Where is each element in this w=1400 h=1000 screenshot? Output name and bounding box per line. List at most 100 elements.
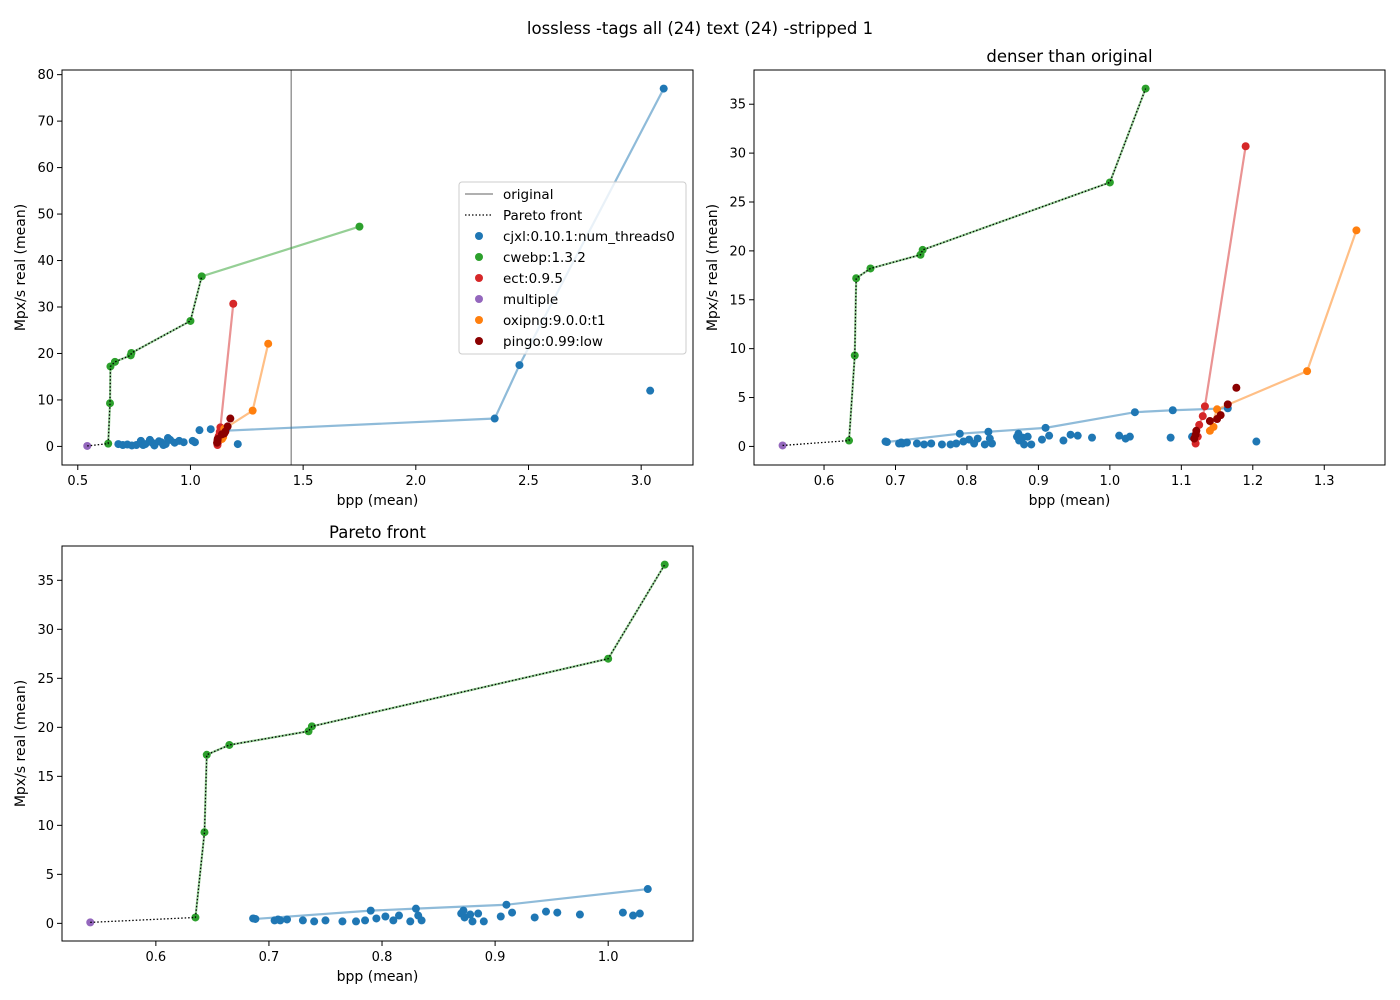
- data-point-cjxl-0-10-1-num-threads0: [952, 439, 961, 448]
- x-axis-label: bpp (mean): [337, 493, 419, 509]
- data-point-cwebp-1-3-2: [225, 740, 234, 749]
- x-tick-label: 0.6: [146, 950, 167, 965]
- x-tick-label: 1.3: [1314, 474, 1335, 489]
- data-point-cjxl-0-10-1-num-threads0: [474, 909, 483, 918]
- x-tick-label: 1.1: [1171, 474, 1192, 489]
- y-tick-label: 15: [729, 293, 746, 308]
- y-tick-label: 10: [729, 342, 746, 357]
- x-axis-label: bpp (mean): [337, 969, 419, 985]
- y-tick-label: 0: [738, 440, 746, 455]
- legend-swatch-oxipng-9-0-0-t1: [475, 316, 483, 324]
- data-point-cjxl-0-10-1-num-threads0: [1066, 430, 1075, 439]
- y-tick-label: 35: [729, 98, 746, 113]
- y-axis-label: Mpx/s real (mean): [13, 204, 29, 331]
- x-tick-label: 2.5: [518, 474, 539, 489]
- legend-label: pingo:0.99:low: [503, 334, 603, 350]
- data-point-cjxl-0-10-1-num-threads0: [406, 917, 415, 926]
- data-point-cjxl-0-10-1-num-threads0: [206, 425, 215, 434]
- x-tick-label: 0.7: [885, 474, 906, 489]
- data-point-cjxl-0-10-1-num-threads0: [1130, 408, 1139, 417]
- data-point-cjxl-0-10-1-num-threads0: [987, 439, 996, 448]
- data-point-cjxl-0-10-1-num-threads0: [283, 915, 292, 924]
- y-tick-label: 15: [37, 770, 54, 785]
- y-axis-label: Mpx/s real (mean): [13, 680, 29, 807]
- axes-frame: [61, 545, 694, 942]
- data-point-oxipng-9-0-0-t1: [264, 339, 273, 348]
- x-tick-label: 1.2: [1242, 474, 1263, 489]
- data-point-oxipng-9-0-0-t1: [1213, 405, 1222, 414]
- legend-label: Pareto front: [503, 208, 582, 224]
- data-point-ect-0-9-5: [229, 299, 238, 308]
- y-tick-label: 30: [37, 301, 54, 316]
- x-tick-label: 0.5: [67, 474, 88, 489]
- legend-label: multiple: [503, 292, 558, 308]
- data-point-cjxl-0-10-1-num-threads0: [233, 440, 242, 449]
- data-point-cjxl-0-10-1-num-threads0: [643, 885, 652, 894]
- data-point-cjxl-0-10-1-num-threads0: [1020, 440, 1029, 449]
- data-point-cjxl-0-10-1-num-threads0: [882, 438, 891, 447]
- y-tick-label: 5: [738, 391, 746, 406]
- x-tick-label: 1.0: [598, 950, 619, 965]
- series-line-cjxl-0-10-1-num-threads0: [255, 887, 648, 921]
- data-point-cjxl-0-10-1-num-threads0: [479, 917, 488, 926]
- data-point-pingo-0-99-low: [223, 422, 232, 431]
- data-point-cjxl-0-10-1-num-threads0: [553, 908, 562, 917]
- data-point-cjxl-0-10-1-num-threads0: [321, 916, 330, 925]
- data-point-cjxl-0-10-1-num-threads0: [394, 911, 403, 920]
- x-tick-label: 0.8: [957, 474, 978, 489]
- data-point-cjxl-0-10-1-num-threads0: [496, 912, 505, 921]
- data-point-cjxl-0-10-1-num-threads0: [659, 84, 668, 93]
- data-point-cwebp-1-3-2: [355, 222, 364, 231]
- data-point-cjxl-0-10-1-num-threads0: [502, 900, 511, 909]
- data-point-pingo-0-99-low: [1192, 426, 1201, 435]
- axes-frame: [61, 69, 694, 466]
- data-point-pingo-0-99-low: [226, 414, 235, 423]
- x-tick-label: 1.0: [1100, 474, 1121, 489]
- data-point-cwebp-1-3-2: [660, 560, 669, 569]
- data-point-cjxl-0-10-1-num-threads0: [984, 427, 993, 436]
- y-tick-label: 60: [37, 161, 54, 176]
- data-point-cjxl-0-10-1-num-threads0: [618, 908, 627, 917]
- data-point-cjxl-0-10-1-num-threads0: [298, 916, 307, 925]
- data-point-cjxl-0-10-1-num-threads0: [276, 916, 285, 925]
- data-point-cjxl-0-10-1-num-threads0: [1168, 406, 1177, 415]
- data-point-cjxl-0-10-1-num-threads0: [1023, 432, 1032, 441]
- data-point-cwebp-1-3-2: [197, 272, 206, 281]
- plot-area: [778, 84, 1361, 450]
- data-point-cjxl-0-10-1-num-threads0: [1059, 436, 1068, 445]
- y-tick-label: 20: [37, 721, 54, 736]
- data-point-cjxl-0-10-1-num-threads0: [955, 429, 964, 438]
- pareto-front-line: [90, 564, 666, 924]
- series-line-cwebp-1-3-2: [194, 564, 666, 918]
- x-tick-label: 2.0: [405, 474, 426, 489]
- data-point-cjxl-0-10-1-num-threads0: [190, 438, 199, 447]
- x-tick-label: 0.7: [259, 950, 280, 965]
- data-point-cjxl-0-10-1-num-threads0: [417, 916, 426, 925]
- data-point-cwebp-1-3-2: [918, 245, 927, 254]
- y-tick-label: 25: [729, 195, 746, 210]
- plot-pareto: 0.6 0.7 0.8 0.9 1.0 0 5 10 15 20 25 30 35 bpp (mean) M…: [13, 523, 694, 985]
- data-point-cjxl-0-10-1-num-threads0: [1041, 423, 1050, 432]
- data-point-cwebp-1-3-2: [852, 274, 861, 283]
- axes-frame: [753, 69, 1386, 466]
- data-point-cjxl-0-10-1-num-threads0: [1037, 435, 1046, 444]
- plot-denser: 0.6 0.7 0.8 0.9 1.0 1.1 1.2 1.3 0 5 10 15 20 25 30 35 bp…: [705, 47, 1386, 509]
- data-point-ect-0-9-5: [1200, 402, 1209, 411]
- data-point-cjxl-0-10-1-num-threads0: [575, 910, 584, 919]
- plot-area: [83, 70, 668, 465]
- x-tick-label: 3.0: [631, 474, 652, 489]
- data-point-cjxl-0-10-1-num-threads0: [179, 438, 188, 447]
- data-point-cjxl-0-10-1-num-threads0: [411, 904, 420, 913]
- data-point-cjxl-0-10-1-num-threads0: [1166, 433, 1175, 442]
- y-tick-label: 10: [37, 819, 54, 834]
- data-point-cjxl-0-10-1-num-threads0: [468, 917, 477, 926]
- data-point-cjxl-0-10-1-num-threads0: [466, 910, 475, 919]
- data-point-pingo-0-99-low: [1216, 411, 1225, 420]
- data-point-cjxl-0-10-1-num-threads0: [635, 909, 644, 918]
- data-point-oxipng-9-0-0-t1: [1352, 226, 1361, 235]
- data-point-cjxl-0-10-1-num-threads0: [912, 439, 921, 448]
- y-tick-label: 30: [37, 623, 54, 638]
- data-point-cjxl-0-10-1-num-threads0: [508, 908, 517, 917]
- data-point-cjxl-0-10-1-num-threads0: [361, 916, 370, 925]
- data-point-pingo-0-99-low: [1223, 400, 1232, 409]
